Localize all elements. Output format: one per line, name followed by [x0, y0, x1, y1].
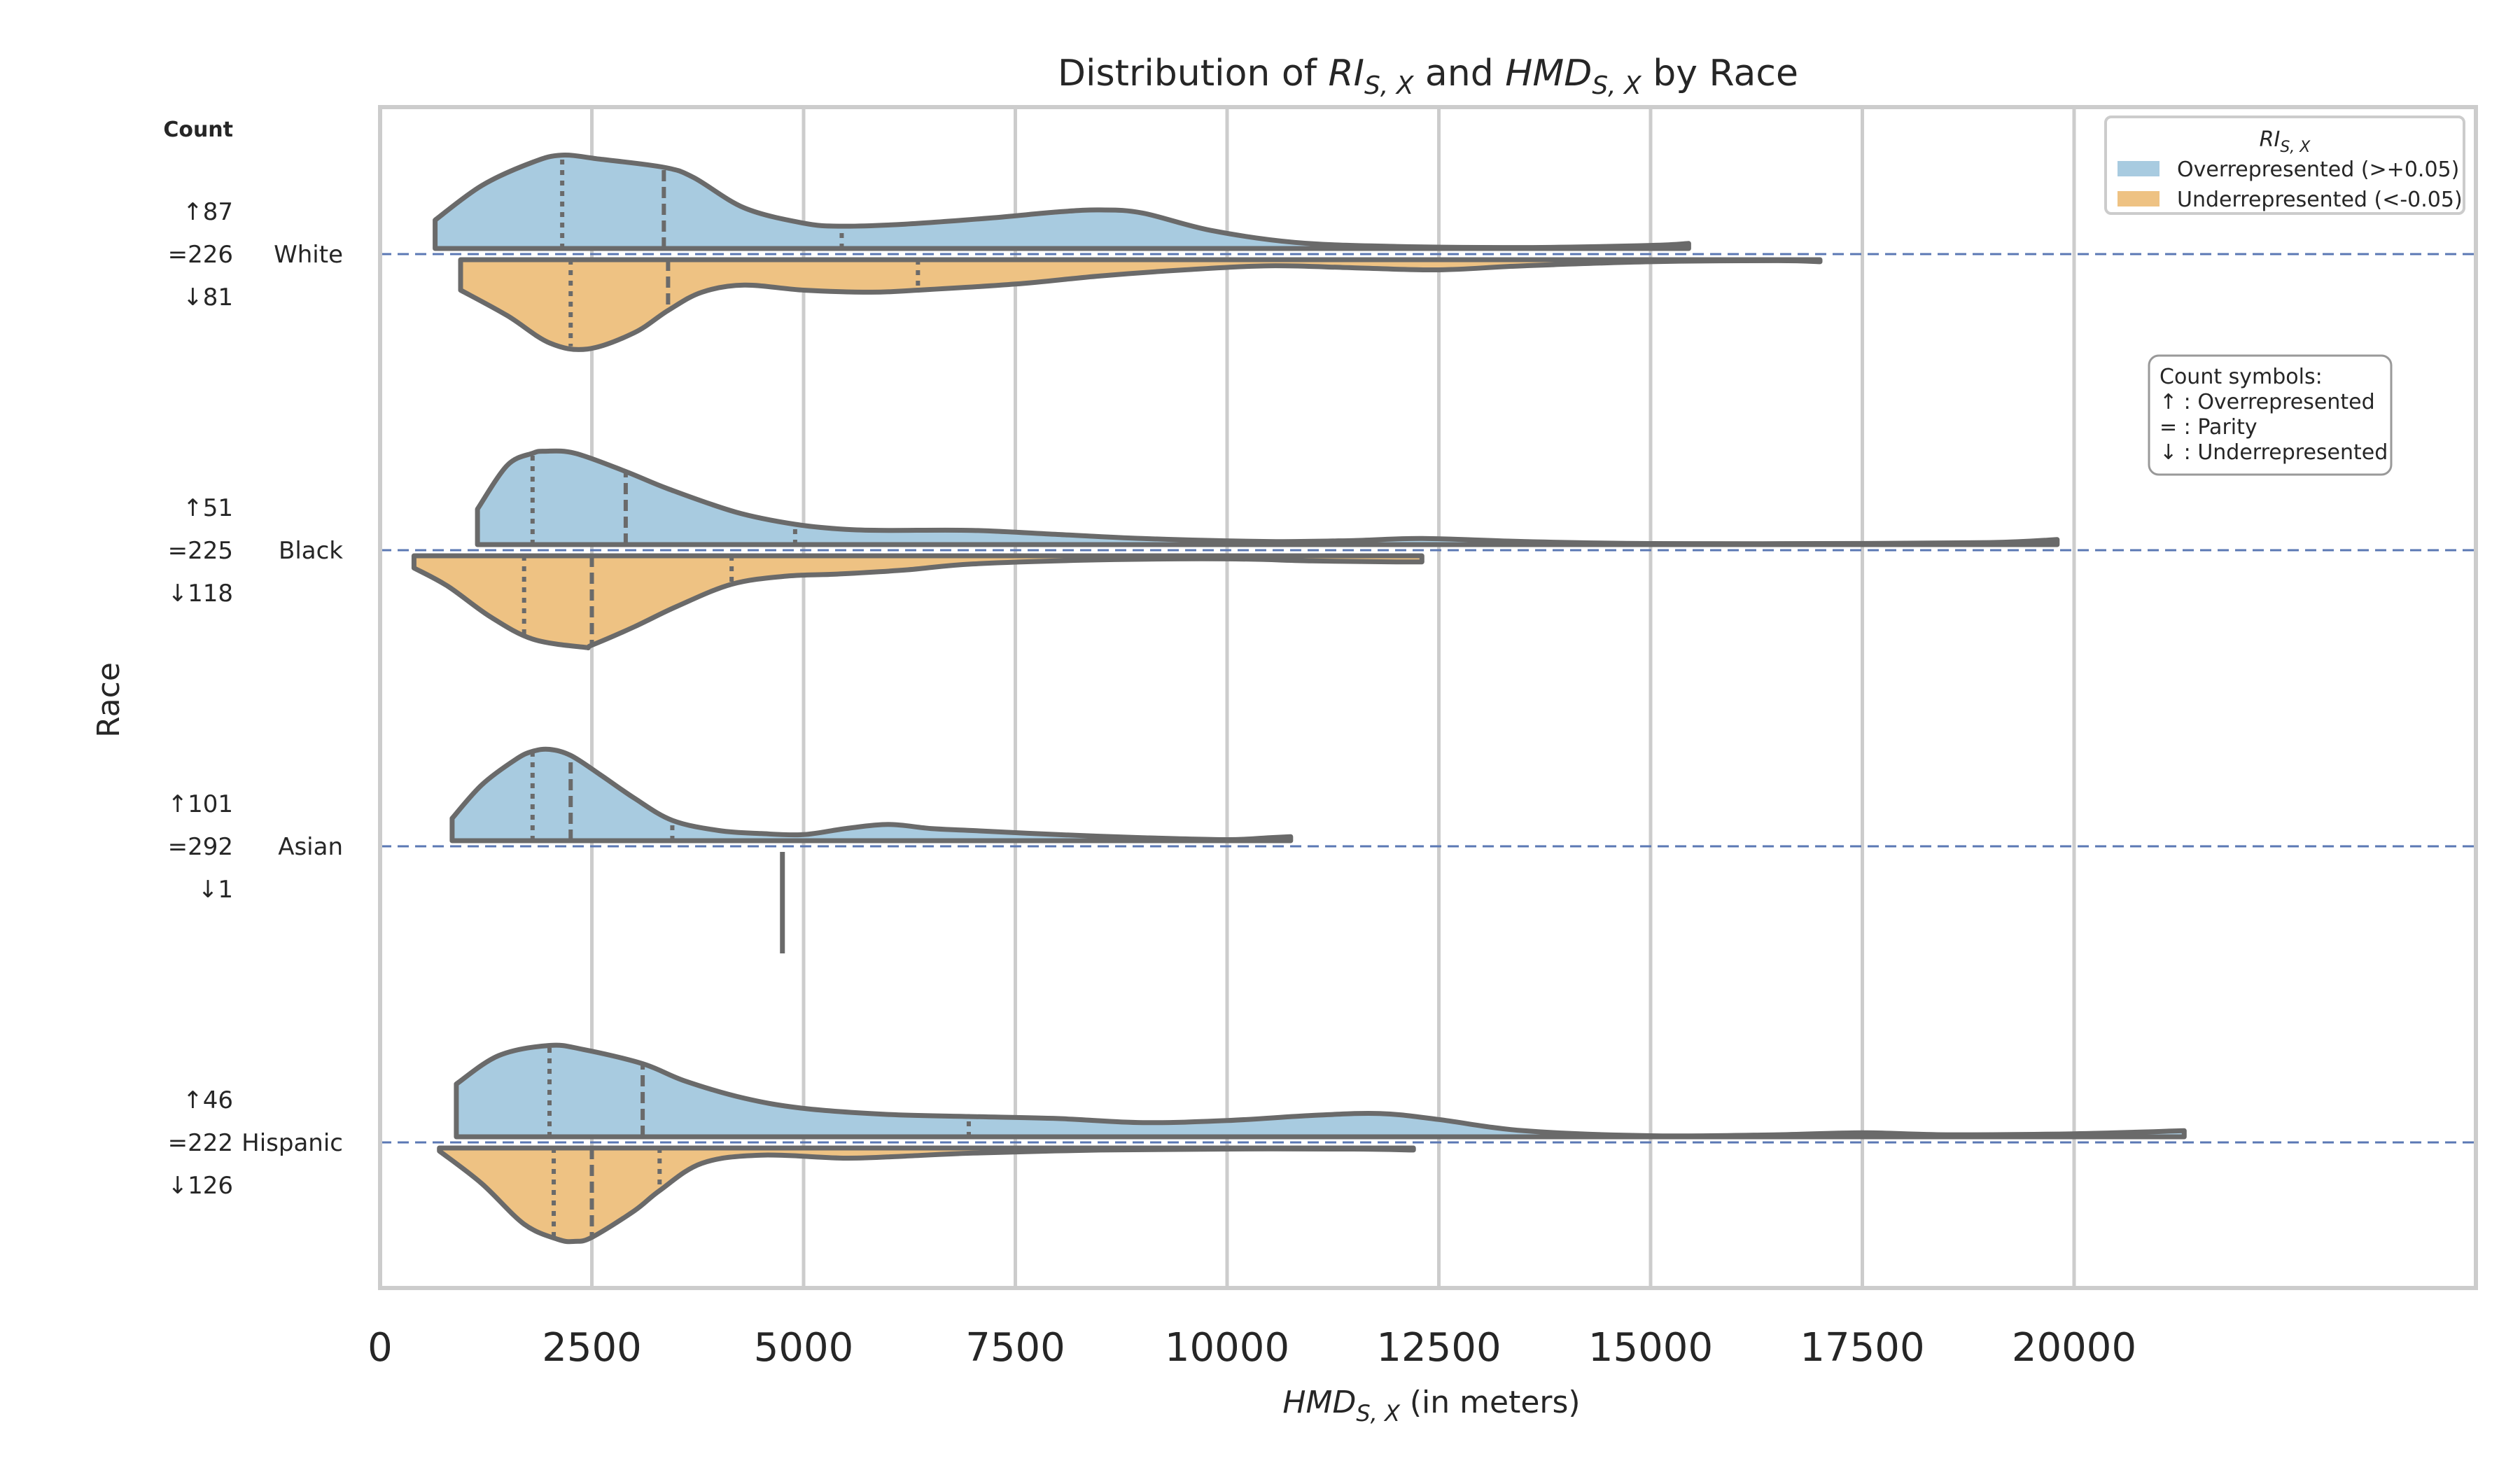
count-down: ↓126	[168, 1172, 233, 1200]
category-label: Hispanic	[241, 1129, 343, 1157]
count-symbols-box: Count symbols: ↑ : Overrepresented = : P…	[2148, 354, 2393, 476]
category-label: White	[274, 241, 343, 269]
x-tick-label: 10000	[1165, 1325, 1289, 1371]
count-symbols-line-3: = : Parity	[2160, 415, 2258, 440]
count-up: ↑101	[168, 790, 233, 818]
x-tick-label: 17500	[1800, 1325, 1924, 1371]
count-up: ↑51	[183, 494, 233, 522]
violin-hispanic-lower	[437, 1145, 1416, 1245]
x-tick-label: 7500	[965, 1325, 1065, 1371]
x-tick-label: 5000	[754, 1325, 854, 1371]
violin-white-upper	[433, 153, 1691, 251]
category-labels: White Black Asian Hispanic	[241, 241, 343, 1157]
count-eq: =292	[168, 833, 233, 861]
violin-asian-upper	[449, 746, 1294, 844]
count-up: ↑46	[183, 1086, 233, 1114]
x-tick-label: 15000	[1588, 1325, 1713, 1371]
violin-black-upper	[475, 448, 2060, 547]
count-symbols-line-1: Count symbols:	[2160, 365, 2323, 389]
category-label: Asian	[278, 833, 343, 861]
count-labels: ↑87 =226 ↓81 ↑51 =225 ↓118 ↑101 =292 ↓1 ↑46 =222 ↓1…	[168, 198, 233, 1200]
count-symbols-line-2: ↑ : Overrepresented	[2160, 390, 2375, 414]
chart-title: Distribution of RIS, X and HMDS, X by Ra…	[1058, 52, 1798, 100]
count-eq: =222	[168, 1129, 233, 1157]
violins	[411, 153, 2187, 1245]
count-symbols-line-4: ↓ : Underrepresented	[2160, 440, 2388, 465]
legend-swatch-over	[2118, 161, 2160, 176]
violin-hispanic-upper	[454, 1042, 2187, 1140]
count-up: ↑87	[183, 198, 233, 226]
violin-black-lower	[411, 553, 1424, 651]
x-tick-label: 0	[368, 1325, 393, 1371]
count-eq: =226	[168, 241, 233, 269]
x-tick-label: 2500	[542, 1325, 642, 1371]
x-axis-label: HMDS, X (in meters)	[1282, 1385, 1580, 1427]
legend-item-under: Underrepresented (<-0.05)	[2177, 188, 2463, 212]
count-down: ↓1	[198, 876, 233, 904]
plot-frame	[378, 105, 2478, 1290]
legend: RIS, X Overrepresented (>+0.05) Underrep…	[2104, 115, 2465, 215]
x-tick-label: 12500	[1376, 1325, 1501, 1371]
x-tick-label: 20000	[2012, 1325, 2136, 1371]
x-tick-labels: 0 2500 5000 7500 10000 12500 15000 17500 20000	[368, 1325, 2136, 1371]
violin-white-lower	[458, 257, 1823, 352]
y-axis-label: Race	[91, 662, 127, 738]
count-symbols-frame	[2148, 354, 2393, 476]
category-label: Black	[279, 537, 343, 565]
count-down: ↓81	[183, 284, 233, 312]
grid-lines	[590, 107, 2076, 1288]
count-down: ↓118	[168, 580, 233, 608]
count-header: Count	[163, 118, 233, 142]
count-eq: =225	[168, 537, 233, 565]
legend-swatch-under	[2118, 191, 2160, 206]
legend-title: RIS, X	[2260, 127, 2311, 156]
legend-item-over: Overrepresented (>+0.05)	[2177, 158, 2459, 182]
legend-box	[2104, 115, 2465, 215]
